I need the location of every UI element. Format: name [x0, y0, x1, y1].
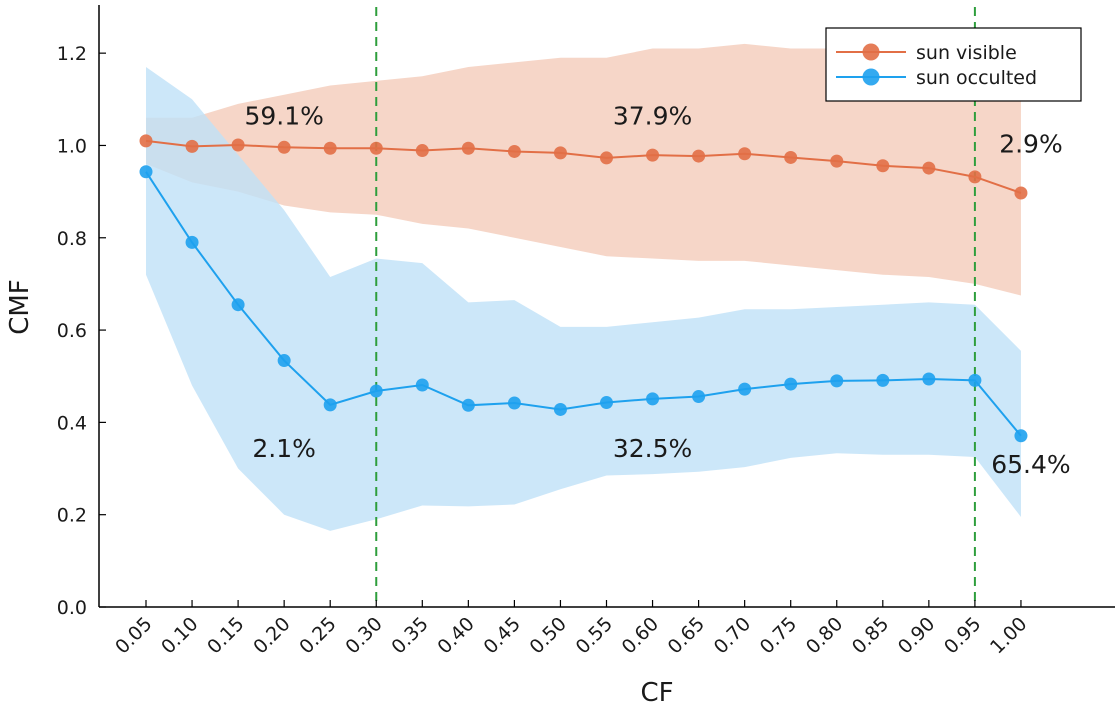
sun-visible-point-0.70	[738, 147, 752, 161]
x-tick-label-0.20: 0.20	[249, 613, 294, 658]
x-tick-label-0.70: 0.70	[710, 613, 755, 658]
confidence-bands	[146, 43, 1021, 531]
legend-label-sun-occulted: sun occulted	[916, 67, 1037, 89]
x-tick-label-0.55: 0.55	[572, 613, 617, 658]
y-tick-label-1.2: 1.2	[57, 43, 87, 65]
sun-occulted-point-0.90	[922, 372, 936, 386]
sun-visible-point-0.50	[553, 146, 567, 160]
x-tick-label-0.50: 0.50	[526, 613, 571, 658]
legend-marker-sun-occulted	[862, 68, 880, 86]
sun-visible-point-0.40	[461, 141, 475, 155]
x-axis-title: CF	[640, 678, 673, 707]
sun-occulted-point-0.05	[139, 165, 153, 179]
annotation-5: 65.4%	[991, 450, 1070, 479]
series-lines	[145, 139, 1022, 437]
x-tick-label-0.95: 0.95	[940, 613, 985, 658]
sun-visible-point-0.90	[922, 161, 936, 175]
sun-occulted-line	[145, 171, 1022, 437]
annotation-1: 37.9%	[613, 102, 692, 131]
annotation-2: 2.9%	[999, 129, 1063, 158]
legend-marker-sun-visible	[862, 43, 880, 61]
x-tick-label-0.15: 0.15	[203, 613, 248, 658]
threshold-lines	[375, 7, 976, 607]
x-tick-label-0.80: 0.80	[802, 613, 847, 658]
sun-occulted-point-0.35	[415, 378, 429, 392]
sun-visible-point-0.35	[415, 144, 429, 158]
sun-visible-point-0.75	[784, 150, 798, 164]
sun-visible-point-0.55	[600, 151, 613, 165]
sun-occulted-band	[146, 67, 1021, 531]
legend: sun visible sun occulted	[825, 27, 1082, 102]
sun-visible-line	[145, 139, 1022, 194]
x-tick-label-0.45: 0.45	[479, 613, 524, 658]
annotations: 59.1% 37.9% 2.9% 2.1% 32.5% 65.4%	[244, 102, 1070, 479]
annotation-0: 59.1%	[244, 102, 323, 131]
sun-visible-point-0.45	[507, 144, 521, 158]
sun-occulted-point-0.45	[507, 396, 521, 410]
sun-occulted-point-0.65	[692, 390, 706, 404]
sun-visible-point-1.00	[1014, 186, 1028, 200]
sun-visible-point-0.60	[646, 148, 660, 162]
x-tick-label-0.65: 0.65	[664, 613, 709, 658]
x-tick-label-0.75: 0.75	[756, 613, 801, 658]
x-tick-label-0.10: 0.10	[157, 613, 202, 658]
sun-occulted-point-0.95	[968, 373, 982, 387]
sun-occulted-point-0.85	[876, 373, 890, 387]
sun-occulted-point-0.30	[369, 384, 383, 398]
annotation-3: 2.1%	[252, 434, 316, 463]
sun-occulted-point-0.40	[461, 398, 475, 412]
sun-occulted-point-0.10	[185, 235, 199, 249]
x-tick-label-0.40: 0.40	[433, 613, 478, 658]
x-tick-label-0.90: 0.90	[894, 613, 939, 658]
sun-occulted-point-0.15	[231, 298, 245, 312]
legend-box	[825, 27, 1082, 102]
sun-occulted-point-1.00	[1014, 429, 1028, 443]
sun-visible-point-0.30	[369, 141, 383, 155]
sun-visible-point-0.25	[323, 141, 337, 155]
sun-occulted-point-0.60	[646, 392, 660, 406]
y-tick-label-0.2: 0.2	[57, 505, 87, 527]
annotation-4: 32.5%	[613, 434, 692, 463]
x-tick-label-1.00: 1.00	[986, 613, 1031, 658]
x-tick-label-0.30: 0.30	[341, 613, 386, 658]
sun-visible-band	[146, 43, 1021, 296]
sun-visible-point-0.95	[968, 170, 982, 184]
axes: CF CMF	[5, 5, 1115, 707]
x-tick-label-0.85: 0.85	[848, 613, 893, 658]
sun-visible-point-0.10	[185, 139, 199, 153]
sun-visible-point-0.85	[876, 159, 890, 173]
x-tick-label-0.25: 0.25	[295, 613, 340, 658]
sun-occulted-point-0.25	[323, 398, 337, 412]
y-axis-title: CMF	[5, 279, 35, 335]
x-tick-label-0.60: 0.60	[618, 613, 663, 658]
x-tick-label-0.35: 0.35	[387, 613, 432, 658]
y-tick-label-0.0: 0.0	[57, 597, 87, 619]
legend-label-sun-visible: sun visible	[916, 42, 1017, 64]
sun-occulted-point-0.70	[738, 382, 752, 396]
x-tick-label-0.05: 0.05	[111, 613, 156, 658]
y-tick-label-0.8: 0.8	[57, 228, 87, 250]
sun-occulted-point-0.50	[553, 402, 567, 416]
sun-visible-point-0.05	[139, 134, 153, 148]
series-points	[139, 134, 1028, 443]
y-tick-label-0.6: 0.6	[57, 320, 87, 342]
sun-occulted-point-0.55	[600, 396, 613, 410]
sun-visible-point-0.20	[277, 140, 291, 154]
sun-occulted-point-0.80	[830, 374, 844, 388]
sun-visible-point-0.80	[830, 154, 844, 168]
sun-visible-point-0.15	[231, 138, 245, 152]
y-tick-label-0.4: 0.4	[57, 412, 87, 434]
sun-occulted-point-0.75	[784, 377, 798, 391]
sun-visible-point-0.65	[692, 149, 706, 163]
y-tick-label-1.0: 1.0	[57, 135, 87, 157]
sun-occulted-point-0.20	[277, 354, 291, 368]
